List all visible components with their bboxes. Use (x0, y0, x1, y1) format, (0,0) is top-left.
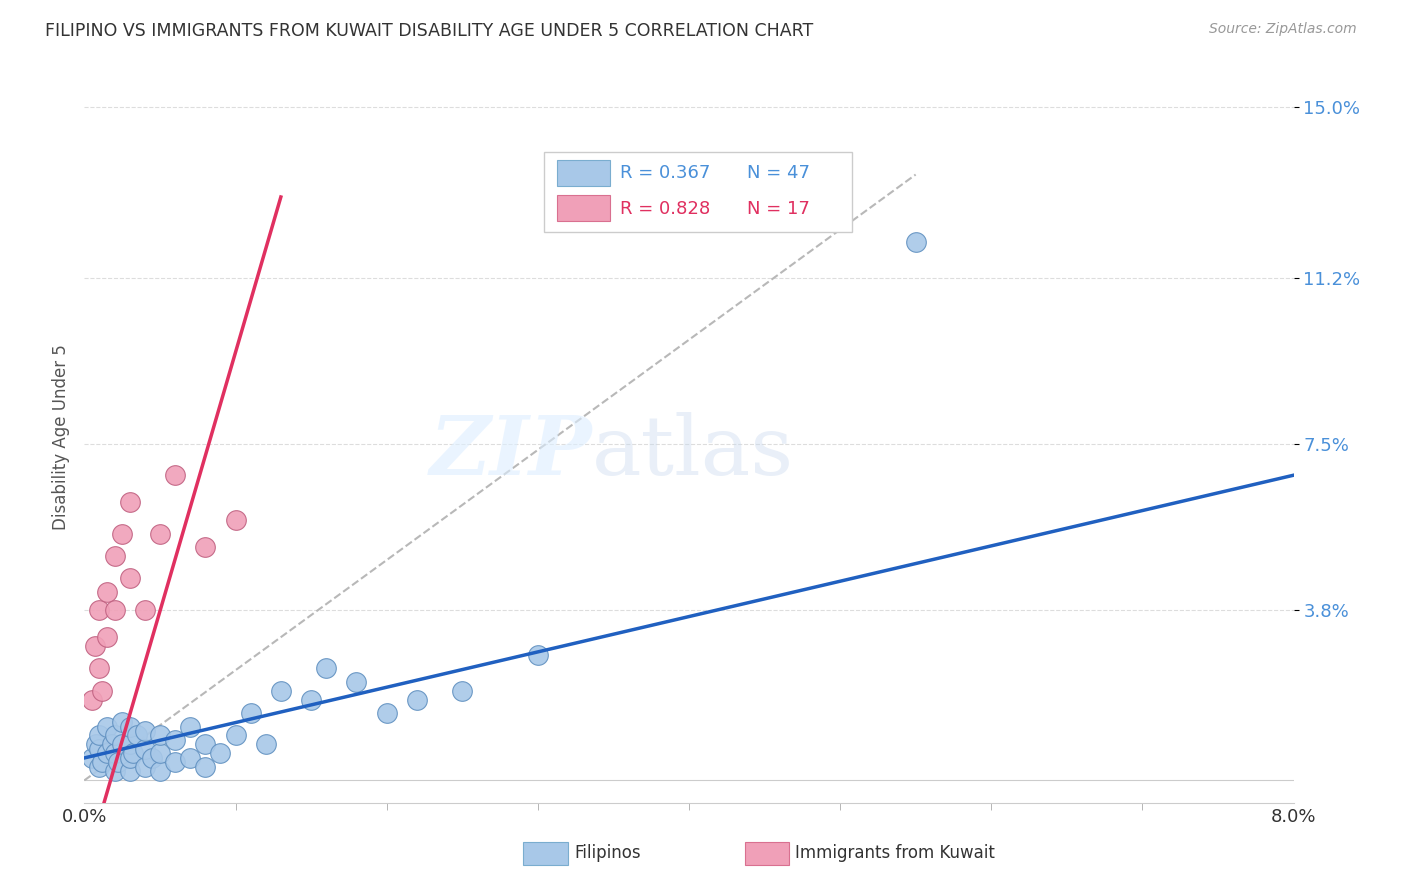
Text: R = 0.367: R = 0.367 (620, 164, 710, 182)
Text: FILIPINO VS IMMIGRANTS FROM KUWAIT DISABILITY AGE UNDER 5 CORRELATION CHART: FILIPINO VS IMMIGRANTS FROM KUWAIT DISAB… (45, 22, 813, 40)
Text: N = 17: N = 17 (747, 200, 810, 218)
Point (299, 692, 322, 706)
Point (80, 751, 103, 765)
Point (121, 747, 143, 761)
Point (104, 603, 127, 617)
Point (118, 495, 141, 509)
Y-axis label: Disability Age Under 5: Disability Age Under 5 (52, 344, 70, 530)
Point (89, 603, 111, 617)
Point (239, 706, 262, 720)
Text: atlas: atlas (592, 412, 794, 491)
Text: ZIP: ZIP (430, 412, 592, 491)
Point (89, 760, 111, 774)
Point (149, 729, 172, 743)
Point (96, 585, 118, 599)
Point (127, 729, 149, 743)
Point (134, 760, 156, 774)
Point (149, 747, 172, 761)
Point (346, 674, 368, 689)
Point (89, 729, 111, 743)
Point (165, 733, 187, 747)
FancyBboxPatch shape (745, 841, 789, 865)
Point (134, 724, 156, 739)
Point (118, 719, 141, 733)
Point (80, 692, 103, 706)
Point (86, 738, 108, 752)
FancyBboxPatch shape (557, 195, 610, 221)
Point (315, 661, 337, 675)
Point (96, 630, 118, 644)
Point (96, 747, 118, 761)
Text: R = 0.828: R = 0.828 (620, 200, 710, 218)
Point (270, 683, 292, 698)
Point (194, 738, 217, 752)
Point (134, 742, 156, 756)
Point (104, 747, 127, 761)
Point (111, 526, 134, 541)
Point (111, 738, 134, 752)
Point (141, 751, 163, 765)
Point (254, 738, 277, 752)
Point (527, 648, 550, 662)
FancyBboxPatch shape (544, 152, 852, 232)
Point (118, 751, 141, 765)
Point (165, 756, 187, 770)
Text: Immigrants from Kuwait: Immigrants from Kuwait (796, 844, 995, 863)
Point (118, 738, 141, 752)
Point (107, 756, 129, 770)
Point (104, 549, 127, 563)
Point (406, 692, 429, 706)
Point (91, 683, 114, 698)
Point (91, 756, 114, 770)
Point (111, 714, 134, 729)
Point (89, 661, 111, 675)
Point (375, 706, 398, 720)
Point (104, 764, 127, 779)
Point (100, 738, 122, 752)
FancyBboxPatch shape (523, 841, 568, 865)
Point (179, 719, 201, 733)
Point (904, 235, 927, 249)
Point (134, 603, 156, 617)
Point (96, 719, 118, 733)
Point (194, 760, 217, 774)
Text: Source: ZipAtlas.com: Source: ZipAtlas.com (1209, 22, 1357, 37)
Point (451, 683, 474, 698)
Point (84, 639, 107, 653)
Point (149, 764, 172, 779)
Text: Filipinos: Filipinos (574, 844, 641, 863)
FancyBboxPatch shape (557, 160, 610, 186)
Point (225, 513, 247, 527)
Point (104, 729, 127, 743)
Point (209, 747, 232, 761)
Point (179, 751, 201, 765)
Point (165, 468, 187, 483)
Point (194, 540, 217, 554)
Point (118, 571, 141, 585)
Point (118, 764, 141, 779)
Point (89, 742, 111, 756)
Point (149, 526, 172, 541)
Point (225, 729, 247, 743)
Text: N = 47: N = 47 (747, 164, 810, 182)
